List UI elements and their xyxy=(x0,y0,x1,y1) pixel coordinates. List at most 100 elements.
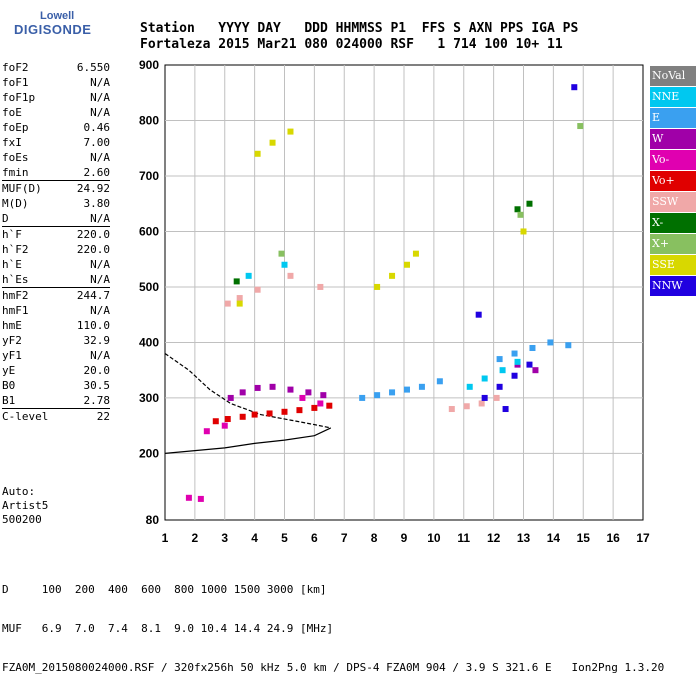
param-value: 22 xyxy=(96,410,110,423)
echo-point xyxy=(317,283,324,290)
legend-item: W xyxy=(650,129,696,149)
param-value: 3.80 xyxy=(83,197,111,210)
auto-program: Artist5 xyxy=(2,499,49,512)
echo-point xyxy=(296,407,303,414)
param-name: hmE xyxy=(2,319,22,332)
echo-point xyxy=(239,389,246,396)
param-name: hmF2 xyxy=(2,289,29,302)
echo-point xyxy=(287,128,294,135)
echo-point xyxy=(317,400,324,407)
profile-curve xyxy=(164,353,331,429)
param-row: foE N/A xyxy=(2,105,110,120)
legend-item: Vo+ xyxy=(650,171,696,191)
param-value: 6.550 xyxy=(76,61,110,74)
legend-item: X+ xyxy=(650,234,696,254)
param-row: D N/A xyxy=(2,211,110,227)
param-row: foF2 6.550 xyxy=(2,60,110,75)
profile-curve xyxy=(164,427,332,454)
parameters-panel: foF2 6.550 foF1 N/A foF1p N/A foE N/A foEp 0.46 fx… xyxy=(2,60,110,424)
echo-point xyxy=(269,139,276,146)
echo-point xyxy=(389,389,396,396)
echo-point xyxy=(517,211,524,218)
distance-row: D 100 200 400 600 800 1000 1500 3000 [km… xyxy=(2,583,327,596)
y-tick-label: 400 xyxy=(139,335,159,349)
param-row: h`F2 220.0 xyxy=(2,242,110,257)
param-value: N/A xyxy=(90,212,110,225)
x-tick-label: 11 xyxy=(457,531,470,545)
echo-point xyxy=(547,339,554,346)
echo-point xyxy=(245,272,252,279)
param-row: foEp 0.46 xyxy=(2,120,110,135)
y-tick-label: 900 xyxy=(139,58,159,72)
param-name: fmin xyxy=(2,166,29,179)
param-value: 220.0 xyxy=(76,228,110,241)
y-tick-label: 700 xyxy=(139,169,159,183)
param-value: 32.9 xyxy=(83,334,111,347)
footer: D 100 200 400 600 800 1000 1500 3000 [km… xyxy=(2,557,664,687)
echo-point xyxy=(436,378,443,385)
param-name: D xyxy=(2,212,9,225)
echo-point xyxy=(239,413,246,420)
legend-item: NoVal xyxy=(650,66,696,86)
y-tick-label: 600 xyxy=(139,224,159,238)
param-value: 244.7 xyxy=(76,289,110,302)
param-name: h`Es xyxy=(2,273,29,286)
echo-point xyxy=(463,403,470,410)
legend-item: NNE xyxy=(650,87,696,107)
param-row: yF1 N/A xyxy=(2,348,110,363)
param-value: N/A xyxy=(90,304,110,317)
x-tick-label: 3 xyxy=(221,531,228,545)
param-name: B1 xyxy=(2,394,16,407)
param-row: fxI 7.00 xyxy=(2,135,110,150)
x-tick-label: 2 xyxy=(192,531,199,545)
echo-point xyxy=(532,367,539,374)
param-value: N/A xyxy=(90,151,110,164)
y-tick-label: 300 xyxy=(139,391,159,405)
param-row: fmin 2.60 xyxy=(2,165,110,181)
file-info-row: FZA0M_2015080024000.RSF / 320fx256h 50 k… xyxy=(2,661,665,674)
echo-point xyxy=(511,372,518,379)
echo-point xyxy=(514,206,521,213)
echo-point xyxy=(481,394,488,401)
echo-point xyxy=(311,404,318,411)
echo-point xyxy=(412,250,419,257)
param-name: yF1 xyxy=(2,349,22,362)
x-tick-label: 7 xyxy=(341,531,348,545)
param-name: yF2 xyxy=(2,334,22,347)
echo-point xyxy=(299,394,306,401)
param-name: yE xyxy=(2,364,16,377)
echo-point xyxy=(224,300,231,307)
param-value: 2.60 xyxy=(83,166,111,179)
echo-point xyxy=(418,383,425,390)
param-name: foEs xyxy=(2,151,29,164)
param-value: 0.46 xyxy=(83,121,111,134)
param-value: 2.78 xyxy=(83,394,111,407)
param-value: 20.0 xyxy=(83,364,111,377)
echo-point xyxy=(254,384,261,391)
param-row: hmF1 N/A xyxy=(2,303,110,318)
x-tick-label: 6 xyxy=(311,531,318,545)
param-name: hmF1 xyxy=(2,304,29,317)
legend-item: X- xyxy=(650,213,696,233)
y-tick-label: 800 xyxy=(139,113,159,127)
param-value: N/A xyxy=(90,76,110,89)
param-row: h`E N/A xyxy=(2,257,110,272)
param-value: N/A xyxy=(90,106,110,119)
auto-version: 500200 xyxy=(2,513,42,526)
echo-point xyxy=(287,386,294,393)
x-tick-label: 5 xyxy=(281,531,288,545)
x-tick-label: 8 xyxy=(371,531,378,545)
echo-point xyxy=(389,272,396,279)
x-tick-label: 12 xyxy=(487,531,501,545)
param-row: B0 30.5 xyxy=(2,378,110,393)
echo-point xyxy=(499,367,506,374)
echo-point xyxy=(496,356,503,363)
echo-point xyxy=(185,494,192,501)
echo-point xyxy=(212,418,219,425)
y-tick-label: 80 xyxy=(146,513,160,527)
param-row: foEs N/A xyxy=(2,150,110,165)
param-name: foF1p xyxy=(2,91,36,104)
echo-point xyxy=(520,228,527,235)
muf-row: MUF 6.9 7.0 7.4 8.1 9.0 10.4 14.4 24.9 [… xyxy=(2,622,334,635)
echo-point xyxy=(529,344,536,351)
